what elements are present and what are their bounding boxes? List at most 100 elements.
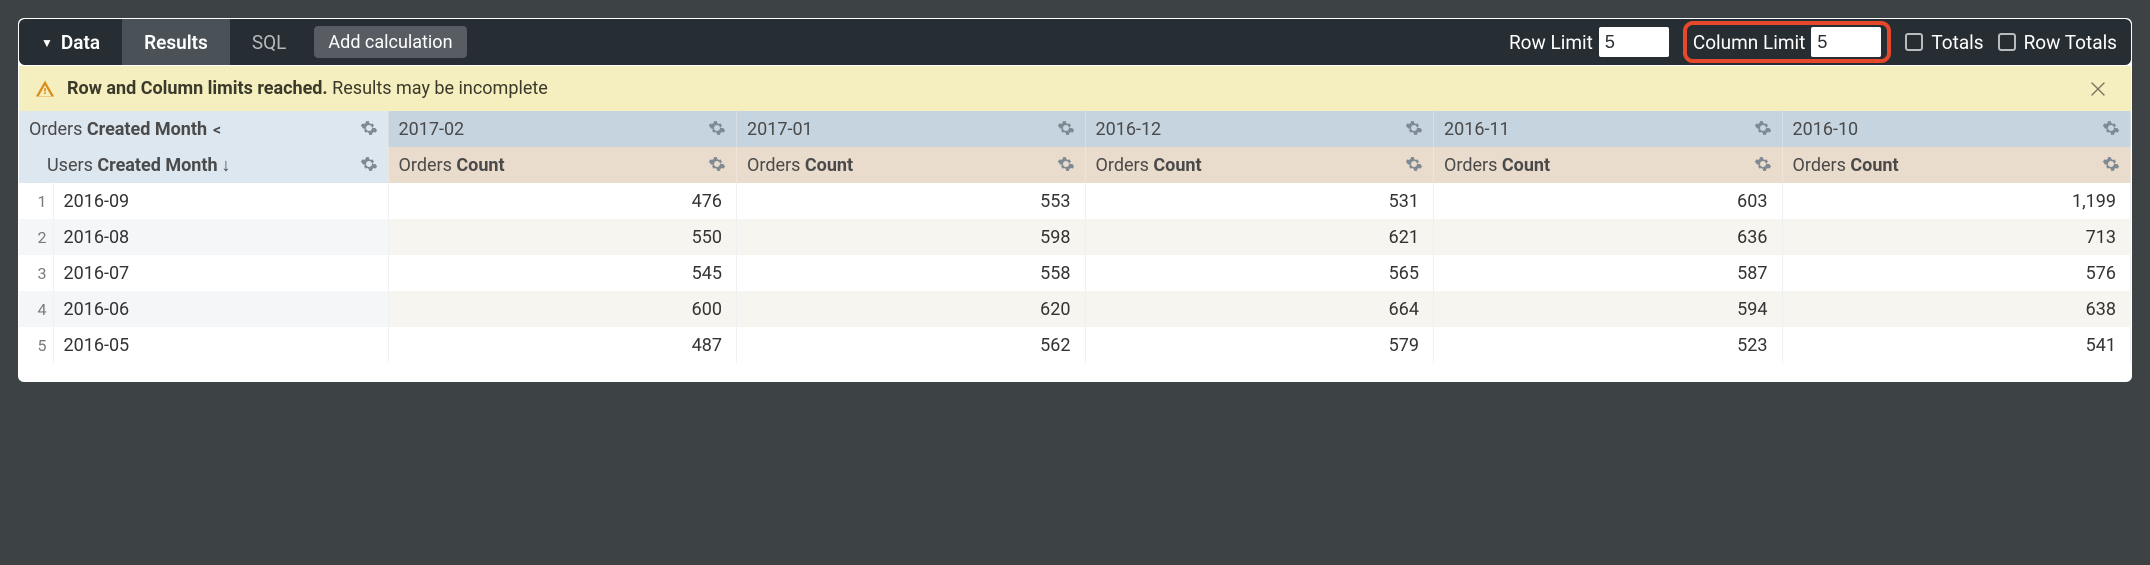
toolbar-right: Row Limit Column Limit Totals Row Totals: [1509, 21, 2123, 63]
tab-data[interactable]: ▼ Data: [19, 19, 122, 65]
measure-col-0[interactable]: Orders Count: [388, 147, 737, 183]
cell[interactable]: 621: [1085, 219, 1434, 255]
gear-icon[interactable]: [2102, 155, 2120, 173]
gear-icon[interactable]: [1405, 119, 1423, 137]
warning-rest: Results may be incomplete: [328, 78, 548, 99]
row-label[interactable]: 2016-05: [53, 327, 388, 363]
row-totals-label: Row Totals: [2024, 31, 2117, 54]
cell[interactable]: 603: [1434, 183, 1783, 219]
table-row: 5 2016-05 487 562 579 523 541: [19, 327, 2131, 363]
explore-panel: ▼ Data Results SQL Add calculation Row L…: [18, 18, 2132, 382]
cell[interactable]: 636: [1434, 219, 1783, 255]
pivot-col-2[interactable]: 2016-12: [1085, 111, 1434, 147]
row-number: 2: [19, 219, 53, 255]
measure-col-2[interactable]: Orders Count: [1085, 147, 1434, 183]
sort-desc-icon: ↓: [222, 155, 231, 176]
cell[interactable]: 600: [388, 291, 737, 327]
gear-icon[interactable]: [708, 155, 726, 173]
warning-text: Row and Column limits reached. Results m…: [67, 78, 548, 99]
pivot-col-4[interactable]: 2016-10: [1782, 111, 2131, 147]
totals-label: Totals: [1931, 31, 1983, 54]
row-number: 5: [19, 327, 53, 363]
row-label[interactable]: 2016-09: [53, 183, 388, 219]
measure-col-4[interactable]: Orders Count: [1782, 147, 2131, 183]
measure-col-1[interactable]: Orders Count: [737, 147, 1086, 183]
cell[interactable]: 531: [1085, 183, 1434, 219]
pivot-col-3[interactable]: 2016-11: [1434, 111, 1783, 147]
cell[interactable]: 620: [737, 291, 1086, 327]
cell[interactable]: 476: [388, 183, 737, 219]
table-row: 1 2016-09 476 553 531 603 1,199: [19, 183, 2131, 219]
cell[interactable]: 664: [1085, 291, 1434, 327]
warning-banner: Row and Column limits reached. Results m…: [19, 65, 2131, 111]
cell[interactable]: 565: [1085, 255, 1434, 291]
cell[interactable]: 576: [1782, 255, 2131, 291]
gear-icon[interactable]: [360, 155, 378, 173]
row-label[interactable]: 2016-06: [53, 291, 388, 327]
cell[interactable]: 523: [1434, 327, 1783, 363]
column-limit-label: Column Limit: [1693, 31, 1806, 54]
table-row: 2 2016-08 550 598 621 636 713: [19, 219, 2131, 255]
cell[interactable]: 562: [737, 327, 1086, 363]
row-totals-checkbox[interactable]: Row Totals: [1998, 31, 2117, 54]
row-number: 3: [19, 255, 53, 291]
column-limit-highlight: Column Limit: [1683, 21, 1892, 63]
measure-col-3[interactable]: Orders Count: [1434, 147, 1783, 183]
cell[interactable]: 541: [1782, 327, 2131, 363]
gear-icon[interactable]: [1754, 119, 1772, 137]
dim1-prefix: Orders: [29, 119, 87, 140]
tab-sql[interactable]: SQL: [230, 19, 309, 65]
add-calculation-button[interactable]: Add calculation: [314, 26, 466, 58]
close-icon[interactable]: [2087, 78, 2109, 100]
gear-icon[interactable]: [1405, 155, 1423, 173]
row-label[interactable]: 2016-07: [53, 255, 388, 291]
warning-bold: Row and Column limits reached.: [67, 78, 328, 99]
cell[interactable]: 713: [1782, 219, 2131, 255]
tab-data-label: Data: [61, 31, 100, 54]
cell[interactable]: 550: [388, 219, 737, 255]
totals-checkbox[interactable]: Totals: [1905, 31, 1983, 54]
checkbox-icon: [1998, 33, 2016, 51]
tab-results[interactable]: Results: [122, 19, 230, 65]
cell[interactable]: 487: [388, 327, 737, 363]
cell[interactable]: 545: [388, 255, 737, 291]
gear-icon[interactable]: [708, 119, 726, 137]
cell[interactable]: 598: [737, 219, 1086, 255]
measure-header-row: Users Created Month↓ Orders Count Orders…: [19, 147, 2131, 183]
table-row: 4 2016-06 600 620 664 594 638: [19, 291, 2131, 327]
row-number: 1: [19, 183, 53, 219]
cell[interactable]: 553: [737, 183, 1086, 219]
bottom-spacer: [19, 363, 2131, 381]
dim2-prefix: Users: [47, 155, 97, 176]
cell[interactable]: 1,199: [1782, 183, 2131, 219]
caret-down-icon: ▼: [41, 36, 53, 50]
cell[interactable]: 638: [1782, 291, 2131, 327]
row-limit-input[interactable]: [1599, 27, 1669, 57]
dim2-bold: Created Month: [97, 155, 217, 176]
gear-icon[interactable]: [1754, 155, 1772, 173]
tab-sql-label: SQL: [252, 31, 287, 54]
tab-results-label: Results: [144, 31, 208, 54]
column-limit-input[interactable]: [1811, 27, 1881, 57]
row-limit-label: Row Limit: [1509, 31, 1593, 54]
cell[interactable]: 594: [1434, 291, 1783, 327]
chevron-left-icon: <: [209, 120, 221, 139]
table-body: 1 2016-09 476 553 531 603 1,199 2 2016-0…: [19, 183, 2131, 363]
gear-icon[interactable]: [360, 119, 378, 137]
row-label[interactable]: 2016-08: [53, 219, 388, 255]
gear-icon[interactable]: [2102, 119, 2120, 137]
cell[interactable]: 579: [1085, 327, 1434, 363]
cell[interactable]: 558: [737, 255, 1086, 291]
row-number: 4: [19, 291, 53, 327]
results-table: Orders Created Month < 2017-02 2017-01 2…: [19, 111, 2131, 363]
pivot-dimension-header[interactable]: Orders Created Month <: [19, 111, 388, 147]
row-dimension-header[interactable]: Users Created Month↓: [19, 147, 388, 183]
add-calculation-label: Add calculation: [328, 32, 452, 53]
gear-icon[interactable]: [1057, 119, 1075, 137]
cell[interactable]: 587: [1434, 255, 1783, 291]
gear-icon[interactable]: [1057, 155, 1075, 173]
toolbar-left: ▼ Data Results SQL Add calculation: [19, 19, 467, 65]
pivot-col-0[interactable]: 2017-02: [388, 111, 737, 147]
warning-icon: [35, 79, 55, 99]
pivot-col-1[interactable]: 2017-01: [737, 111, 1086, 147]
